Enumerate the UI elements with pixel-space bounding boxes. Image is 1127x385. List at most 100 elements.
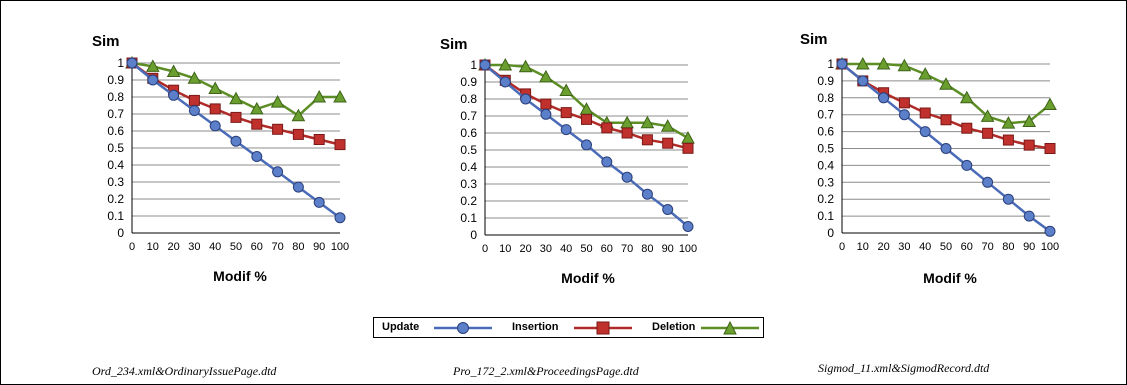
data-point-update: [479, 59, 491, 71]
data-point-update: [601, 156, 613, 168]
data-point-deletion: [959, 90, 974, 104]
data-point-insertion: [292, 128, 304, 140]
x-tick-label: 80: [1002, 241, 1014, 253]
data-point-deletion: [291, 108, 306, 122]
y-tick-label: 0: [827, 226, 834, 240]
data-point-insertion: [581, 113, 592, 125]
data-point-deletion: [1001, 116, 1016, 129]
data-point-insertion: [272, 123, 284, 135]
y-tick-label: 0.4: [817, 158, 834, 172]
data-point-update: [1023, 210, 1035, 222]
data-point-insertion: [898, 97, 910, 109]
x-tick-label: 100: [331, 241, 349, 253]
data-point-deletion: [312, 89, 327, 103]
data-point-deletion: [187, 71, 202, 84]
data-point-insertion: [621, 127, 633, 139]
x-tick-label: 70: [981, 241, 993, 253]
data-point-insertion: [940, 114, 952, 126]
data-point-insertion: [209, 103, 221, 115]
data-point-insertion: [601, 122, 613, 134]
x-axis-title: Modif %: [213, 268, 267, 284]
data-point-update: [188, 105, 200, 117]
data-point-update: [334, 212, 346, 224]
y-tick-label: 0.1: [460, 211, 477, 225]
y-tick-label: 0.2: [817, 192, 834, 206]
y-tick-label: 1: [827, 57, 834, 71]
x-tick-label: 80: [641, 243, 653, 255]
data-point-update: [540, 108, 552, 120]
y-tick-label: 0.4: [107, 158, 124, 172]
data-point-update: [560, 124, 572, 136]
y-tick-label: 0.3: [460, 177, 477, 191]
x-tick-label: 40: [919, 241, 931, 253]
x-tick-label: 80: [292, 241, 304, 253]
data-point-deletion: [876, 56, 891, 70]
data-point-update: [230, 135, 242, 147]
x-tick-label: 10: [857, 241, 869, 253]
data-point-update: [520, 93, 532, 105]
x-tick-label: 0: [482, 243, 488, 255]
data-point-update: [662, 204, 674, 215]
x-tick-label: 90: [662, 243, 674, 255]
legend-label-insertion: Insertion: [512, 321, 559, 333]
data-point-insertion: [919, 107, 931, 119]
data-point-update: [857, 75, 869, 87]
x-tick-label: 100: [1041, 241, 1059, 253]
y-tick-label: 0.2: [107, 192, 124, 206]
data-point-deletion: [229, 91, 243, 105]
y-tick-label: 0.8: [107, 90, 124, 104]
data-point-update: [961, 159, 973, 171]
data-point-deletion: [980, 109, 995, 122]
data-point-deletion: [166, 64, 181, 77]
data-point-update: [313, 196, 325, 208]
data-point-deletion: [681, 131, 695, 144]
y-tick-label: 0.8: [817, 91, 834, 105]
caption-chart-3: Sigmod_11.xml&SigmodRecord.dtd: [818, 361, 990, 375]
data-point-update: [168, 89, 180, 101]
data-point-insertion: [540, 98, 552, 110]
x-axis-title: Modif %: [561, 270, 615, 286]
caption-chart-1: Ord_234.xml&OrdinaryIssuePage.dtd: [92, 364, 277, 378]
y-tick-label: 0.8: [460, 92, 477, 106]
series-line-deletion: [131, 61, 340, 118]
data-point-deletion: [145, 59, 160, 72]
data-point-update: [581, 139, 592, 151]
data-point-update: [898, 109, 910, 121]
y-tick-label: 0.2: [460, 194, 477, 208]
y-tick-label: 0.9: [460, 75, 477, 89]
x-tick-label: 50: [940, 241, 952, 253]
y-tick-label: 0.5: [817, 142, 834, 156]
x-tick-label: 70: [271, 241, 283, 253]
x-tick-label: 40: [209, 241, 221, 253]
x-tick-label: 60: [961, 241, 973, 253]
data-point-insertion: [313, 134, 325, 145]
data-point-insertion: [641, 134, 653, 146]
data-point-deletion: [918, 67, 933, 80]
x-tick-label: 50: [230, 241, 242, 253]
data-point-deletion: [939, 77, 953, 90]
y-tick-label: 0.6: [817, 125, 834, 139]
data-point-deletion: [518, 59, 533, 73]
data-point-update: [209, 120, 221, 132]
x-tick-label: 60: [601, 243, 613, 255]
data-point-update: [940, 143, 952, 154]
data-point-update: [641, 188, 653, 200]
series-line-deletion: [485, 63, 689, 140]
data-point-deletion: [498, 57, 513, 71]
data-point-update: [292, 181, 304, 193]
data-point-insertion: [961, 122, 973, 134]
series-line-insertion: [841, 63, 1051, 150]
y-tick-label: 0.1: [817, 209, 834, 223]
caption-chart-2: Pro_172_2.xml&ProceedingsPage.dtd: [453, 364, 639, 378]
y-tick-label: 0.9: [107, 73, 124, 87]
x-axis-title: Modif %: [923, 270, 977, 286]
data-point-update: [1044, 225, 1056, 237]
data-point-update: [1002, 193, 1014, 205]
legend-marker-insertion: [574, 321, 632, 335]
y-tick-label: 0.7: [817, 108, 834, 122]
data-point-update: [621, 171, 633, 183]
y-axis-title: Sim: [440, 36, 468, 53]
